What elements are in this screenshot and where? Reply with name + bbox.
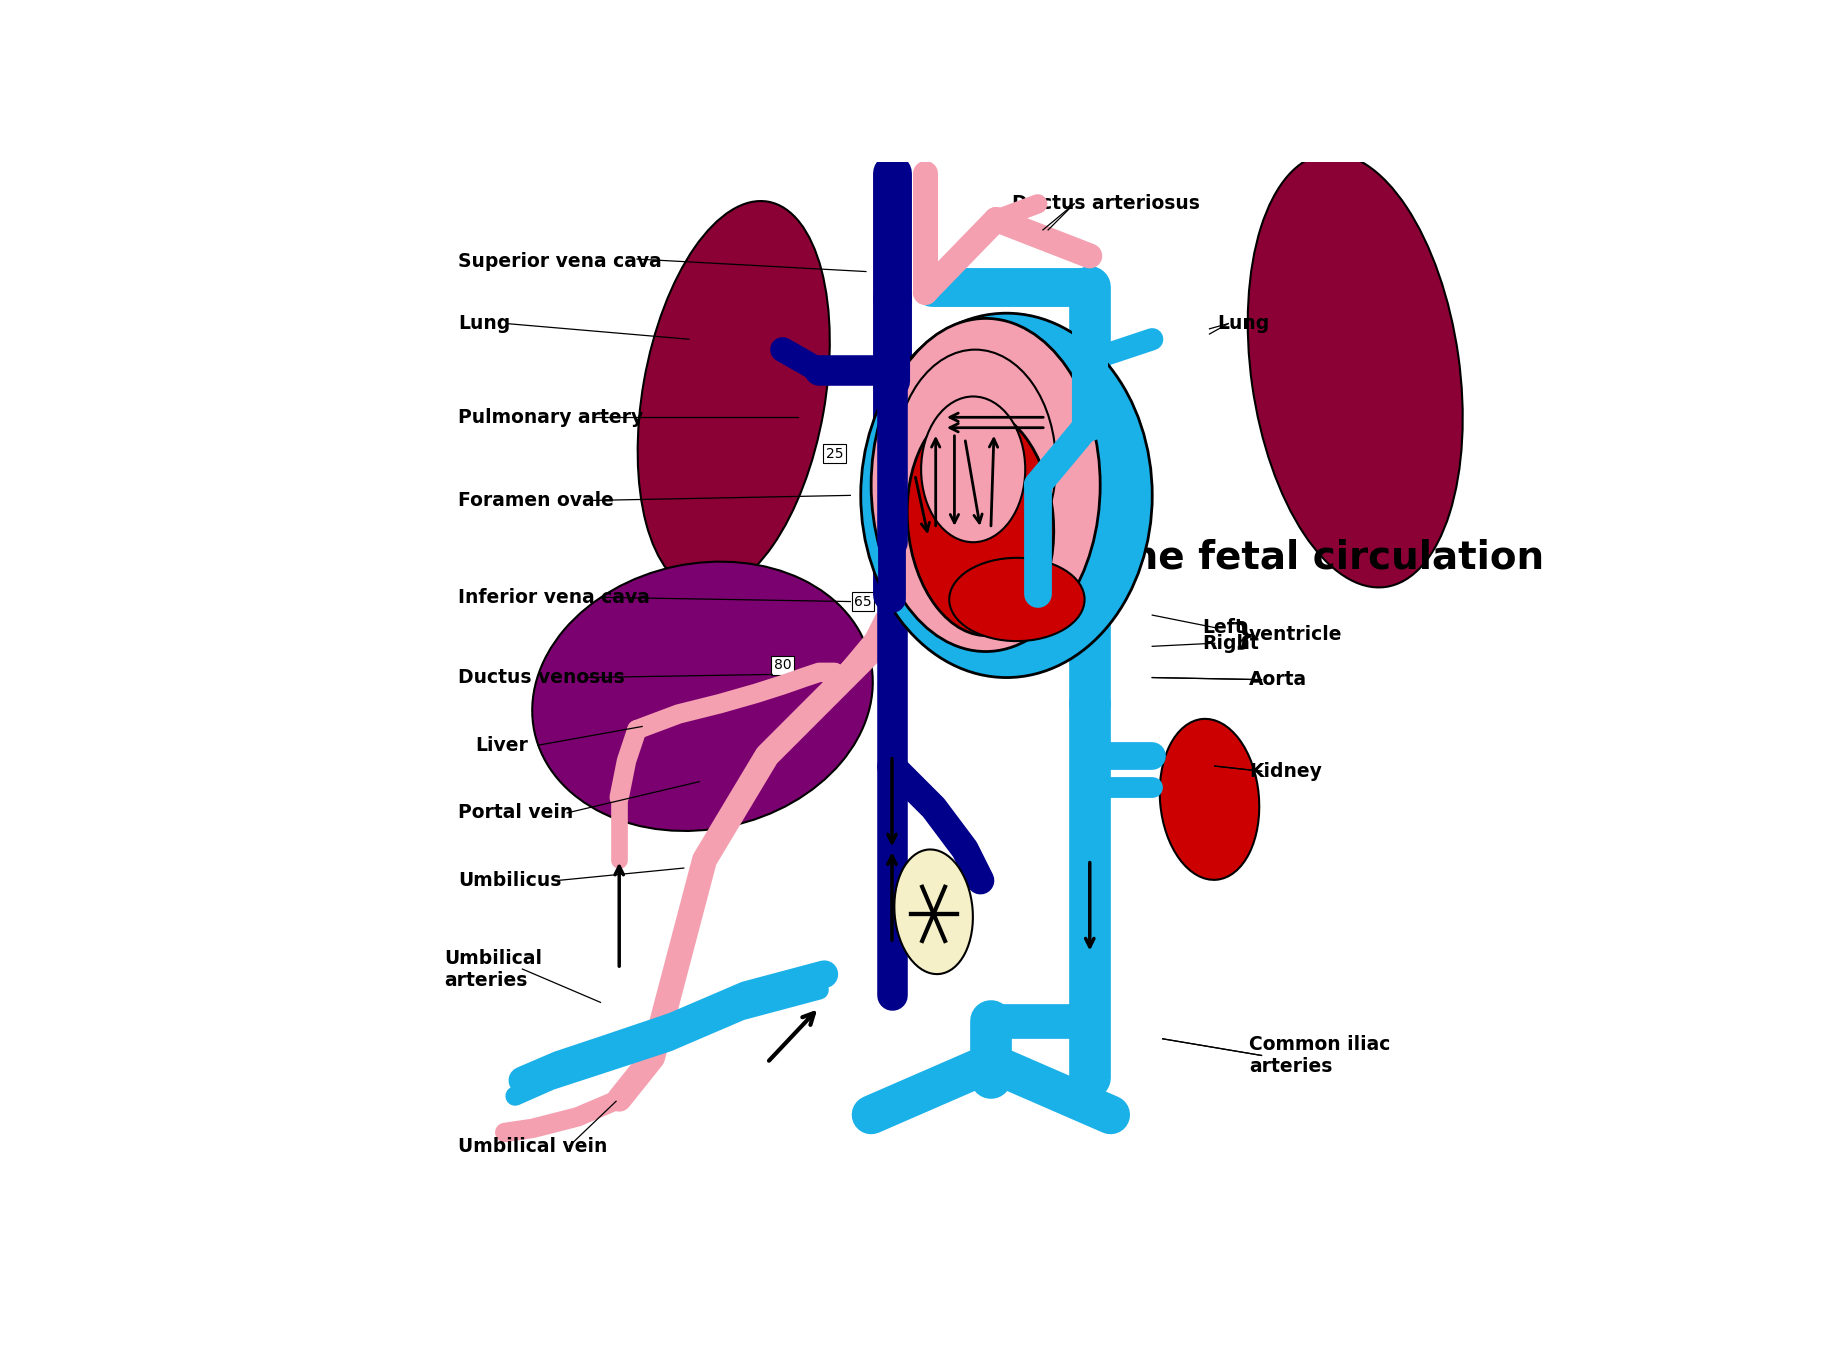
Text: Kidney: Kidney — [1249, 761, 1323, 780]
Text: 65: 65 — [855, 595, 871, 608]
Text: Superior vena cava: Superior vena cava — [459, 251, 661, 270]
Ellipse shape — [532, 561, 873, 831]
Text: 25: 25 — [886, 719, 903, 734]
Text: 25: 25 — [825, 446, 844, 461]
Text: Foramen ovale: Foramen ovale — [459, 491, 613, 510]
Text: Liver: Liver — [475, 735, 529, 754]
Text: Left: Left — [1203, 618, 1243, 637]
Text: ventricle: ventricle — [1249, 626, 1343, 645]
Text: Ductus arteriosus: Ductus arteriosus — [1011, 195, 1199, 214]
Text: Aorta: Aorta — [1249, 671, 1308, 690]
Text: Umbilicus: Umbilicus — [459, 871, 562, 890]
Text: Lung: Lung — [1218, 314, 1269, 333]
Text: Inferior vena cava: Inferior vena cava — [459, 588, 650, 607]
Text: Lung: Lung — [459, 314, 510, 333]
Text: Pulmonary artery: Pulmonary artery — [459, 408, 643, 427]
Text: }: } — [1232, 621, 1254, 649]
Ellipse shape — [637, 201, 829, 592]
Text: Ductus venosus: Ductus venosus — [459, 668, 624, 687]
Ellipse shape — [895, 849, 973, 973]
Ellipse shape — [860, 314, 1153, 677]
Ellipse shape — [895, 350, 1055, 579]
Text: Umbilical
arteries: Umbilical arteries — [444, 949, 542, 990]
Text: Right: Right — [1203, 634, 1258, 653]
Text: 60: 60 — [882, 338, 901, 352]
Ellipse shape — [1247, 154, 1463, 587]
Ellipse shape — [921, 396, 1026, 542]
Text: Umbilical vein: Umbilical vein — [459, 1137, 608, 1156]
Ellipse shape — [906, 407, 1054, 635]
Text: 50: 50 — [974, 449, 993, 462]
Text: Portal vein: Portal vein — [459, 803, 573, 822]
Ellipse shape — [949, 558, 1085, 641]
Text: 80: 80 — [774, 658, 792, 672]
Text: Common iliac
arteries: Common iliac arteries — [1249, 1034, 1391, 1076]
Ellipse shape — [871, 319, 1100, 652]
Ellipse shape — [1160, 719, 1260, 880]
Text: The fetal circulation: The fetal circulation — [1103, 539, 1544, 577]
